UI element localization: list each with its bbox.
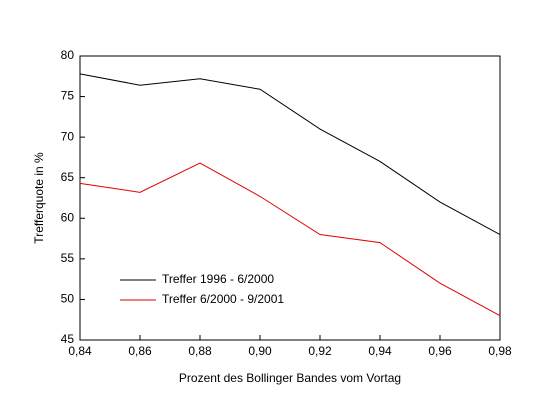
- y-tick-label: 80: [61, 48, 75, 62]
- legend-label: Treffer 6/2000 - 9/2001: [162, 292, 284, 306]
- plot-frame: [79, 55, 501, 341]
- legend-label: Treffer 1996 - 6/2000: [162, 272, 274, 286]
- y-tick-label: 55: [61, 251, 75, 265]
- x-tick-label: 0,92: [308, 344, 332, 358]
- x-axis-label: Prozent des Bollinger Bandes vom Vortag: [179, 371, 401, 385]
- x-tick-label: 0,98: [488, 344, 512, 358]
- x-tick-label: 0,84: [68, 344, 92, 358]
- x-tick-label: 0,86: [128, 344, 152, 358]
- x-tick-label: 0,90: [248, 344, 272, 358]
- data-line: [79, 162, 501, 317]
- x-tick-label: 0,88: [188, 344, 212, 358]
- x-tick-label: 0,96: [428, 344, 452, 358]
- y-axis-label: Trefferquote in %: [32, 152, 46, 244]
- x-tick-label: 0,94: [368, 344, 392, 358]
- y-tick-label: 45: [61, 332, 75, 346]
- y-tick-label: 65: [61, 170, 75, 184]
- y-tick-label: 60: [61, 210, 75, 224]
- data-line: [79, 73, 501, 235]
- y-tick-label: 70: [61, 129, 75, 143]
- y-tick-label: 75: [61, 89, 75, 103]
- y-tick-label: 50: [61, 292, 75, 306]
